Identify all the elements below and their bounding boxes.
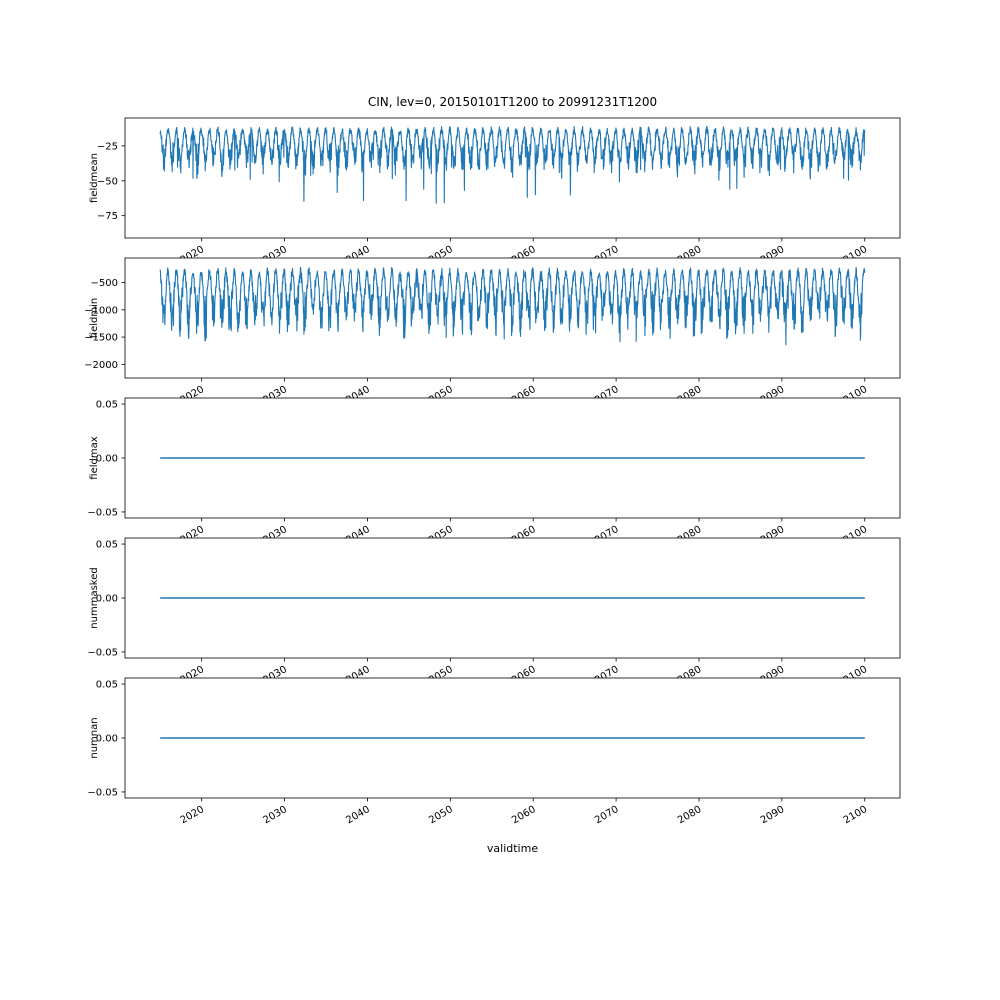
data-line-fieldmin (159, 266, 866, 346)
y-tick-label: −0.05 (87, 787, 118, 798)
chart-title: CIN, lev=0, 20150101T1200 to 20991231T12… (367, 95, 658, 109)
subplot-numnan: 0.05 0.00 −0.05 2020 2030 2040 2050 2060 2070 208… (87, 677, 901, 826)
x-tick-label: 2100 (842, 804, 870, 826)
y-tick-label: −2000 (84, 360, 118, 371)
y-tick-label: 0.00 (96, 594, 118, 605)
y-tick-label: −75 (97, 211, 118, 222)
y-tick-label: 0.05 (96, 540, 118, 551)
axes-border (124, 257, 901, 379)
y-tick-label: 0.00 (96, 734, 118, 745)
axes-border (124, 117, 901, 239)
x-tick-label: 2080 (676, 804, 704, 826)
y-tick-label: −50 (97, 176, 118, 187)
y-axis-label: nummasked (89, 567, 100, 628)
y-tick-label: −1500 (84, 333, 118, 344)
y-tick-label: 0.00 (96, 454, 118, 465)
y-tick-label: −1000 (84, 305, 118, 316)
y-axis-label: fieldmin (89, 298, 100, 338)
x-tick-label: 2030 (262, 804, 290, 826)
y-tick-label: −25 (97, 141, 118, 152)
y-axis-label: fieldmax (89, 436, 100, 479)
x-tick-label: 2070 (593, 804, 621, 826)
y-axis-label: fieldmean (89, 153, 100, 203)
x-tick-label: 2090 (759, 804, 787, 826)
y-tick-label: 0.05 (96, 400, 118, 411)
y-tick-label: −0.05 (87, 507, 118, 518)
y-tick-label: −500 (91, 278, 118, 289)
x-tick-label: 2060 (510, 804, 538, 826)
x-tick-label: 2040 (344, 804, 372, 826)
x-tick-label: 2020 (179, 804, 207, 826)
y-axis-label: numnan (89, 717, 100, 758)
x-axis-title: validtime (486, 842, 539, 855)
x-tick-label: 2050 (427, 804, 455, 826)
y-tick-label: 0.05 (96, 680, 118, 691)
y-tick-label: −0.05 (87, 647, 118, 658)
data-line-fieldmean (159, 125, 866, 204)
